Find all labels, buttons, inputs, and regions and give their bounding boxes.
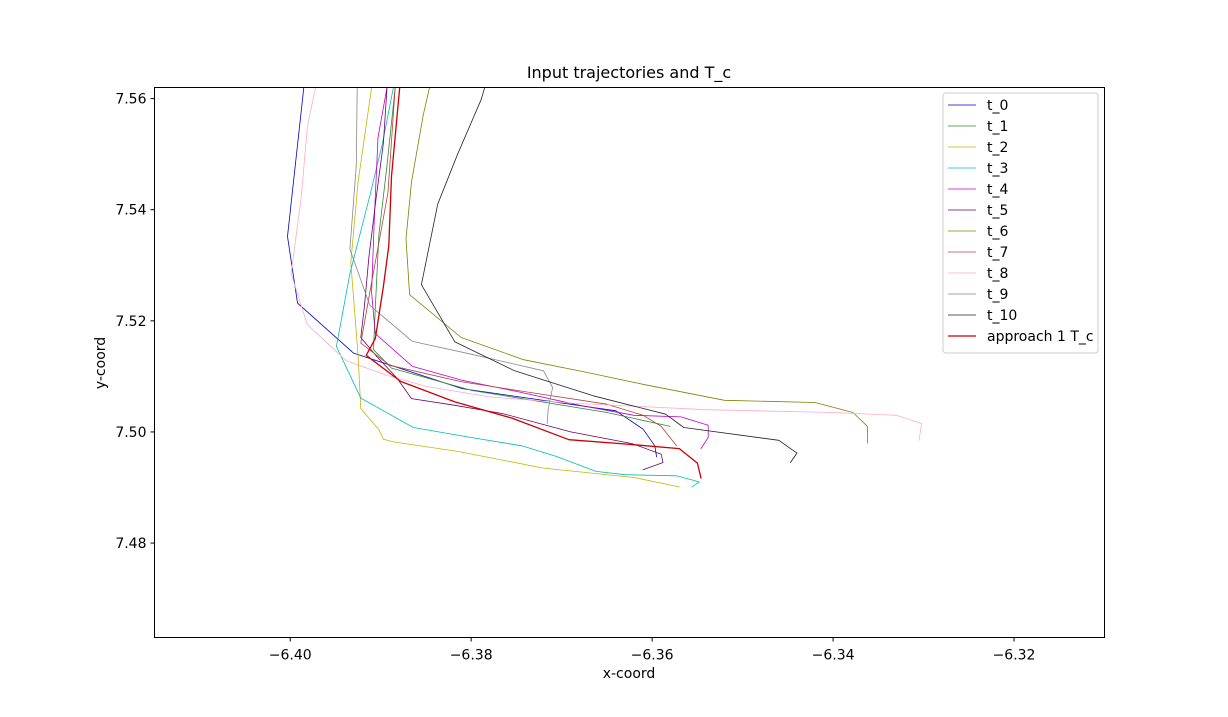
- x-axis: −6.40 −6.38 −6.36 −6.34 −6.32: [269, 637, 1036, 664]
- series-line-11: [365, 87, 702, 479]
- y-tick-label: 7.48: [115, 536, 146, 552]
- y-axis-label: y-coord: [93, 337, 109, 389]
- y-axis: 7.48 7.50 7.52 7.54 7.56: [115, 92, 155, 552]
- legend-label-2: t_2: [987, 140, 1008, 156]
- legend-label-7: t_7: [987, 245, 1008, 261]
- legend-label-10: t_10: [987, 308, 1017, 324]
- y-tick-label: 7.50: [115, 425, 146, 441]
- legend-label-9: t_9: [987, 287, 1008, 303]
- legend-label-1: t_1: [987, 119, 1008, 135]
- legend-label-6: t_6: [987, 224, 1008, 240]
- series-line-2: [350, 87, 680, 488]
- series-line-7: [360, 87, 677, 447]
- legend-label-4: t_4: [987, 182, 1008, 198]
- series-line-1: [373, 87, 671, 427]
- legend-label-0: t_0: [987, 98, 1008, 114]
- series-line-9: [349, 87, 553, 424]
- legend-label-5: t_5: [987, 203, 1008, 219]
- x-tick-label: −6.32: [993, 648, 1036, 664]
- legend-label-3: t_3: [987, 161, 1008, 177]
- series-line-8: [290, 87, 923, 441]
- y-tick-label: 7.56: [115, 92, 146, 108]
- y-tick-label: 7.54: [115, 203, 146, 219]
- x-axis-label: x-coord: [603, 666, 656, 682]
- x-tick-label: −6.38: [450, 648, 493, 664]
- legend-label-11: approach 1 T_c: [987, 329, 1094, 345]
- x-tick-label: −6.40: [269, 648, 312, 664]
- series-line-10: [421, 87, 798, 463]
- series-line-6: [405, 87, 868, 444]
- series-line-5: [360, 87, 664, 471]
- y-tick-label: 7.52: [115, 314, 146, 330]
- legend-label-8: t_8: [987, 266, 1008, 282]
- plot-area: [287, 87, 923, 488]
- x-tick-label: −6.36: [631, 648, 674, 664]
- legend-box: [942, 92, 1099, 354]
- legend: t_0 t_1 t_2 t_3 t_4 t_5 t_6 t_7 t_8 t_9 t_10approa…: [942, 92, 1099, 354]
- series-line-3: [336, 87, 700, 488]
- chart-title: Input trajectories and T_c: [527, 63, 731, 83]
- x-tick-label: −6.34: [812, 648, 855, 664]
- axes-frame: [154, 87, 1105, 638]
- series-line-0: [287, 87, 657, 458]
